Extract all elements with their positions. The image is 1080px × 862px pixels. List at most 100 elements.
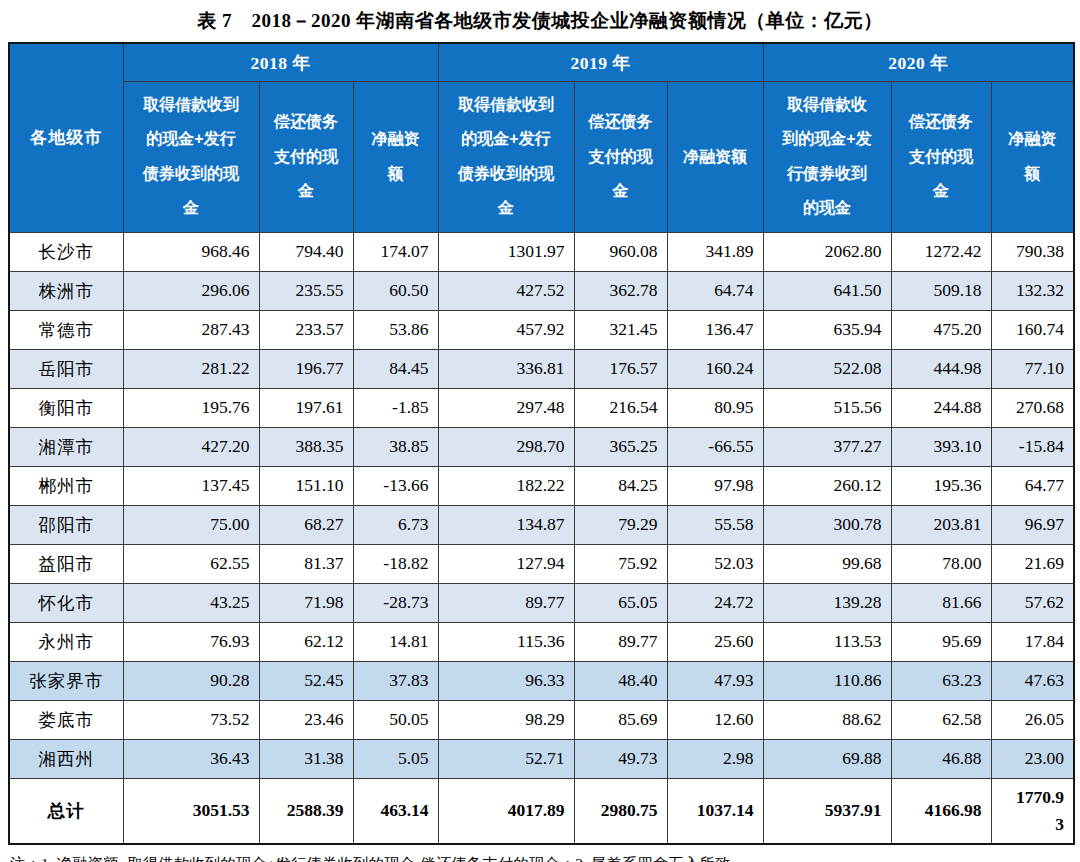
value-cell: 78.00 [891, 544, 991, 583]
value-cell: 113.53 [763, 622, 891, 661]
value-cell: 235.55 [259, 271, 353, 310]
footnotes: 注：1. 净融资额=取得借款收到的现金+发行债券收到的现金-偿还债务支付的现金；… [10, 850, 1080, 862]
city-cell: 益阳市 [9, 544, 123, 583]
document-page: 表 7 2018－2020 年湖南省各地级市发债城投企业净融资额情况（单位：亿元… [0, 0, 1080, 862]
value-text: 1770.93 [1008, 784, 1064, 837]
value-cell: 12.60 [667, 700, 763, 739]
value-cell: 635.94 [763, 310, 891, 349]
subheader-net-2018: 净融资额 [353, 82, 438, 233]
value-cell: 36.43 [123, 739, 259, 778]
value-cell: 5.05 [353, 739, 438, 778]
value-cell: 95.69 [891, 622, 991, 661]
value-cell: 1301.97 [438, 232, 574, 271]
value-cell: 203.81 [891, 505, 991, 544]
value-cell: 89.77 [438, 583, 574, 622]
value-cell: 76.93 [123, 622, 259, 661]
value-cell: 457.92 [438, 310, 574, 349]
subheader-row: 取得借款收到的现金+发行债券收到的现金 偿还债务支付的现金 净融资额 取得借款收… [9, 82, 1074, 233]
subheader-repay-2018: 偿还债务支付的现金 [259, 82, 353, 233]
value-cell: 49.73 [574, 739, 667, 778]
value-cell: 98.29 [438, 700, 574, 739]
subheader-loan-2020: 取得借款收到的现金+发行债券收到的现金 [763, 82, 891, 233]
value-cell: 134.87 [438, 505, 574, 544]
value-cell: 336.81 [438, 349, 574, 388]
value-cell: 960.08 [574, 232, 667, 271]
value-cell: 99.68 [763, 544, 891, 583]
value-cell: 522.08 [763, 349, 891, 388]
value-cell: 968.46 [123, 232, 259, 271]
table-row-changsha: 长沙市 968.46 794.40 174.07 1301.97 960.08 … [9, 232, 1074, 271]
value-cell: -66.55 [667, 427, 763, 466]
value-cell: 17.84 [991, 622, 1074, 661]
value-cell: 73.52 [123, 700, 259, 739]
value-cell: 85.69 [574, 700, 667, 739]
value-cell: 96.33 [438, 661, 574, 700]
value-cell: 4017.89 [438, 778, 574, 844]
value-cell: 182.22 [438, 466, 574, 505]
subheader-net-2020: 净融资额 [991, 82, 1074, 233]
value-cell: 84.45 [353, 349, 438, 388]
value-cell: -15.84 [991, 427, 1074, 466]
value-cell: 75.00 [123, 505, 259, 544]
value-cell: 89.77 [574, 622, 667, 661]
value-cell: 362.78 [574, 271, 667, 310]
value-cell: 62.55 [123, 544, 259, 583]
city-cell: 常德市 [9, 310, 123, 349]
value-cell: 1037.14 [667, 778, 763, 844]
table-row-xiangtan: 湘潭市 427.20 388.35 38.85 298.70 365.25 -6… [9, 427, 1074, 466]
value-cell: 21.69 [991, 544, 1074, 583]
value-cell: 393.10 [891, 427, 991, 466]
year-header-2020: 2020 年 [763, 43, 1074, 82]
value-cell: 84.25 [574, 466, 667, 505]
value-cell: -1.85 [353, 388, 438, 427]
value-cell: 136.47 [667, 310, 763, 349]
value-cell: 2062.80 [763, 232, 891, 271]
value-cell: 197.61 [259, 388, 353, 427]
value-cell: 96.97 [991, 505, 1074, 544]
value-cell: 53.86 [353, 310, 438, 349]
table-row-xiangxi: 湘西州 36.43 31.38 5.05 52.71 49.73 2.98 69… [9, 739, 1074, 778]
table-row-yiyang: 益阳市 62.55 81.37 -18.82 127.94 75.92 52.0… [9, 544, 1074, 583]
value-cell: 37.83 [353, 661, 438, 700]
table-row-loudi: 娄底市 73.52 23.46 50.05 98.29 85.69 12.60 … [9, 700, 1074, 739]
subheader-net-2019: 净融资额 [667, 82, 763, 233]
value-cell: 427.20 [123, 427, 259, 466]
value-cell: 23.46 [259, 700, 353, 739]
net-financing-table: 各地级市 2018 年 2019 年 2020 年 取得借款收到的现金+发行债券… [8, 42, 1075, 845]
value-cell: -13.66 [353, 466, 438, 505]
table-row-hengyang: 衡阳市 195.76 197.61 -1.85 297.48 216.54 80… [9, 388, 1074, 427]
value-cell: 176.57 [574, 349, 667, 388]
subheader-loan-2019: 取得借款收到的现金+发行债券收到的现金 [438, 82, 574, 233]
value-cell: 195.76 [123, 388, 259, 427]
total-label-cell: 总计 [9, 778, 123, 844]
value-cell: 31.38 [259, 739, 353, 778]
value-cell: 341.89 [667, 232, 763, 271]
value-cell: 24.72 [667, 583, 763, 622]
subheader-loan-2018: 取得借款收到的现金+发行债券收到的现金 [123, 82, 259, 233]
year-header-2018: 2018 年 [123, 43, 438, 82]
value-cell: 68.27 [259, 505, 353, 544]
value-cell: 790.38 [991, 232, 1074, 271]
value-cell: 137.45 [123, 466, 259, 505]
subheader-repay-2020: 偿还债务支付的现金 [891, 82, 991, 233]
value-cell: 281.22 [123, 349, 259, 388]
city-cell: 衡阳市 [9, 388, 123, 427]
table-title: 表 7 2018－2020 年湖南省各地级市发债城投企业净融资额情况（单位：亿元… [0, 0, 1080, 34]
value-cell: 81.37 [259, 544, 353, 583]
value-cell: 77.10 [991, 349, 1074, 388]
value-cell: 5937.91 [763, 778, 891, 844]
value-cell: 298.70 [438, 427, 574, 466]
value-cell: 64.74 [667, 271, 763, 310]
table-body: 长沙市 968.46 794.40 174.07 1301.97 960.08 … [9, 232, 1074, 844]
value-cell: 81.66 [891, 583, 991, 622]
city-cell: 娄底市 [9, 700, 123, 739]
city-cell: 郴州市 [9, 466, 123, 505]
city-cell: 永州市 [9, 622, 123, 661]
value-cell: 50.05 [353, 700, 438, 739]
value-cell: 244.88 [891, 388, 991, 427]
value-cell: 23.00 [991, 739, 1074, 778]
table-row-shaoyang: 邵阳市 75.00 68.27 6.73 134.87 79.29 55.58 … [9, 505, 1074, 544]
value-cell: 794.40 [259, 232, 353, 271]
value-cell: 52.03 [667, 544, 763, 583]
year-header-2019: 2019 年 [438, 43, 763, 82]
